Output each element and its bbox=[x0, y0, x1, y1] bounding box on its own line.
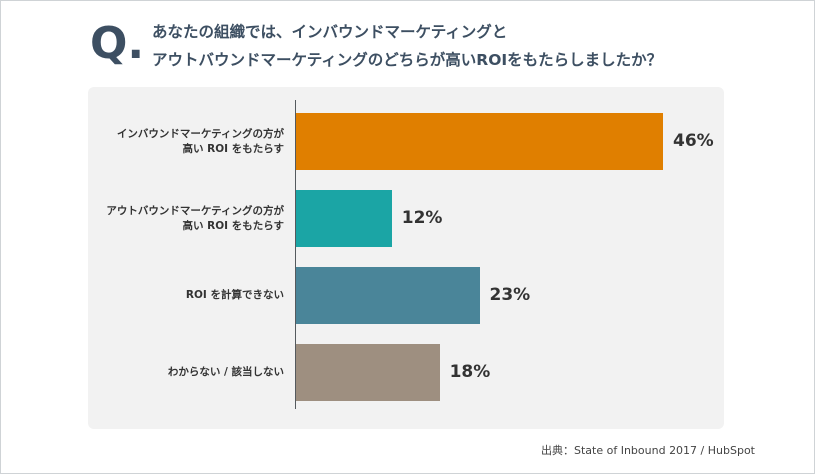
category-label-line: インバウンドマーケティングの方が bbox=[116, 127, 284, 140]
value-label-4: 18% bbox=[449, 361, 491, 382]
category-label-3: ROI を計算できない bbox=[84, 288, 284, 303]
category-label-line: わからない / 該当しない bbox=[167, 366, 284, 378]
question-line-1: あなたの組織では、インバウンドマーケティングと bbox=[152, 23, 508, 41]
value-label-1: 46% bbox=[673, 130, 714, 151]
y-axis-line bbox=[295, 100, 296, 409]
question-mark: Q. bbox=[90, 18, 145, 69]
value-label-3: 23% bbox=[489, 284, 531, 305]
bar-4 bbox=[296, 344, 440, 401]
category-label-1: インバウンドマーケティングの方が高い ROI をもたらす bbox=[84, 127, 284, 157]
category-label-line: 高い ROI をもたらす bbox=[182, 142, 284, 155]
category-label-4: わからない / 該当しない bbox=[84, 365, 284, 380]
bar-1 bbox=[296, 113, 663, 170]
value-label-2: 12% bbox=[401, 207, 443, 228]
bar-3 bbox=[296, 267, 480, 324]
bar-2 bbox=[296, 190, 392, 247]
category-label-line: ROI を計算できない bbox=[185, 289, 284, 301]
source-note: 出典：State of Inbound 2017 / HubSpot bbox=[541, 444, 755, 457]
category-label-2: アウトバウンドマーケティングの方が高い ROI をもたらす bbox=[84, 204, 284, 234]
question-line-2: アウトバウンドマーケティングのどちらが高いROIをもたらしましたか？ bbox=[152, 51, 663, 69]
category-label-line: 高い ROI をもたらす bbox=[182, 219, 284, 232]
category-label-line: アウトバウンドマーケティングの方が bbox=[106, 204, 284, 217]
